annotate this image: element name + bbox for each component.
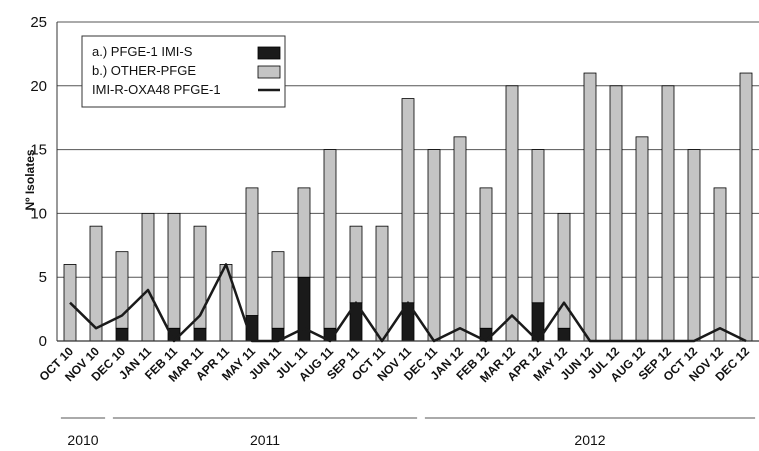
legend-label-pfge1-imis: a.) PFGE-1 IMI-S [92,44,193,59]
bar-other-pfge-10 [323,149,337,329]
bar-other-pfge-2 [115,251,129,329]
legend-label-imir-oxa48: IMI-R-OXA48 PFGE-1 [92,82,221,97]
year-label-2012: 2012 [574,432,605,448]
bar-other-pfge-20 [583,72,597,342]
year-groups: 2010 2011 2012 [60,417,756,448]
bar-pfge1-imis-5 [193,327,207,342]
legend: a.) PFGE-1 IMI-S b.) OTHER-PFGE IMI-R-OX… [81,35,286,108]
bar-other-pfge-5 [193,225,207,329]
bar-other-pfge-24 [687,149,701,342]
bar-other-pfge-15 [453,136,467,342]
line-imir-oxa48 [69,263,747,343]
y-tick-label-20: 20 [30,78,47,95]
legend-label-other-pfge: b.) OTHER-PFGE [92,63,196,78]
year-label-2011: 2011 [250,432,280,448]
legend-swatch-other-pfge [257,65,281,79]
bar-other-pfge-13 [401,98,415,304]
legend-swatch-pfge1-imis [257,46,281,60]
bar-other-pfge-18 [531,149,545,304]
bar-other-pfge-23 [661,85,675,342]
y-axis-label: Nº Isolates [23,149,37,210]
bar-other-pfge-14 [427,149,441,342]
bar-other-pfge-3 [141,212,155,342]
y-tick-label-5: 5 [39,269,47,286]
bar-other-pfge-25 [713,187,727,342]
bar-other-pfge-22 [635,136,649,342]
year-label-2010: 2010 [67,432,98,448]
y-tick-labels: 0 5 10 15 20 25 [30,14,47,350]
y-tick-label-0: 0 [39,333,47,350]
bar-other-pfge-4 [167,212,181,329]
legend-box [81,35,286,108]
bar-other-pfge-11 [349,225,363,304]
bar-other-pfge-7 [245,187,259,316]
y-tick-label-15: 15 [30,142,47,159]
bar-other-pfge-21 [609,85,623,342]
y-tick-label-10: 10 [30,205,47,222]
bar-other-pfge-19 [557,212,571,329]
bar-other-pfge-26 [739,72,753,342]
bar-other-pfge-8 [271,251,285,329]
bar-pfge1-imis-2 [115,327,129,342]
bar-other-pfge-16 [479,187,493,329]
bars-group [63,72,753,342]
bar-other-pfge-12 [375,225,389,342]
line-series-group [69,263,747,343]
y-tick-label-25: 25 [30,14,47,31]
bar-pfge1-imis-19 [557,327,571,342]
bar-other-pfge-9 [297,187,311,278]
bar-other-pfge-17 [505,85,519,342]
